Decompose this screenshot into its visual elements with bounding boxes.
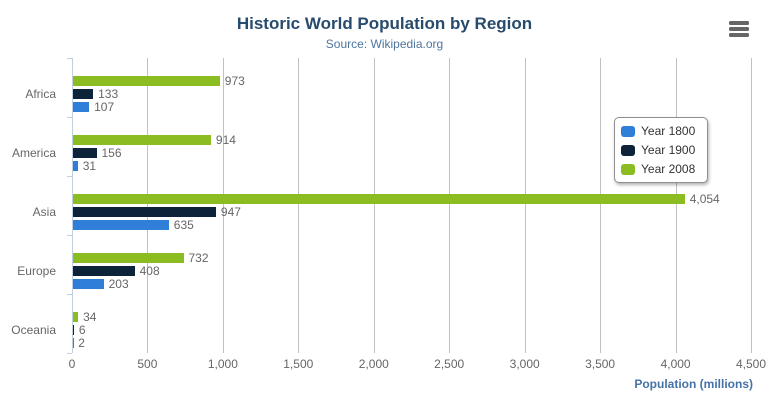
grid-line — [147, 58, 149, 353]
bar-year-1800-africa[interactable] — [73, 102, 90, 112]
bar-year-1800-asia[interactable] — [73, 220, 169, 230]
export-menu-button[interactable] — [729, 21, 749, 37]
grid-line — [298, 58, 300, 353]
bar-value-label: 156 — [101, 146, 122, 160]
x-tick-label: 0 — [68, 357, 76, 371]
grid-line — [222, 58, 224, 353]
bar-value-label: 973 — [224, 74, 245, 88]
category-axis: Africa America Asia Europe Oceania — [0, 58, 64, 353]
value-axis: 0 500 1,000 1,500 2,000 2,500 3,000 3,500 4,000 4… — [68, 357, 766, 373]
bar-value-label: 4,054 — [689, 192, 720, 206]
bar-value-label: 203 — [108, 277, 129, 291]
hamburger-icon — [729, 21, 749, 25]
bar-value-label: 635 — [173, 218, 194, 232]
category-label-america: America — [11, 146, 56, 160]
x-tick-label: 1,500 — [283, 357, 314, 371]
category-label-asia: Asia — [32, 205, 56, 219]
bar-year-1900-america[interactable] — [73, 148, 97, 158]
bar-value-label: 914 — [215, 133, 236, 147]
category-tick — [67, 176, 72, 177]
grid-line — [373, 58, 375, 353]
legend-swatch-icon — [621, 163, 635, 175]
bar-value-label: 408 — [139, 264, 160, 278]
category-label-oceania: Oceania — [11, 323, 56, 337]
bar-year-2008-europe[interactable] — [73, 253, 184, 263]
bar-year-2008-africa[interactable] — [73, 76, 220, 86]
category-label-africa: Africa — [25, 87, 56, 101]
category-axis-line — [72, 58, 73, 353]
category-tick — [67, 58, 72, 59]
grid-line — [600, 58, 602, 353]
grid-line — [524, 58, 526, 353]
bar-year-1900-africa[interactable] — [73, 89, 94, 99]
chart-subtitle: Source: Wikipedia.org — [325, 37, 444, 51]
grid-line — [449, 58, 451, 353]
bar-year-1900-oceania[interactable] — [73, 325, 74, 335]
x-tick-label: 4,500 — [735, 357, 767, 371]
grid-line — [675, 58, 677, 353]
bar-value-label: 133 — [98, 87, 119, 101]
legend-item-year-1800[interactable]: Year 1800 — [621, 124, 695, 138]
x-tick-label: 2,500 — [434, 357, 465, 371]
category-tick — [67, 294, 72, 295]
legend-label: Year 2008 — [641, 162, 696, 176]
x-tick-label: 500 — [137, 357, 158, 371]
bar-year-1800-america[interactable] — [73, 161, 78, 171]
bar-value-label: 107 — [94, 100, 115, 114]
x-tick-label: 1,000 — [207, 357, 238, 371]
legend-item-year-2008[interactable]: Year 2008 — [621, 162, 695, 176]
hamburger-icon — [729, 33, 749, 37]
legend-label: Year 1800 — [641, 124, 696, 138]
bar-value-label: 31 — [82, 159, 97, 173]
bar-year-2008-america[interactable] — [73, 135, 211, 145]
x-axis-title: Population (millions) — [634, 377, 753, 391]
hamburger-icon — [729, 27, 749, 31]
legend-swatch-icon — [621, 125, 635, 137]
bar-value-label: 732 — [188, 251, 209, 265]
legend-swatch-icon — [621, 144, 635, 156]
chart-title: Historic World Population by Region — [236, 14, 533, 33]
bar-value-label: 34 — [83, 310, 97, 324]
bar-year-2008-asia[interactable] — [73, 194, 685, 204]
category-tick — [67, 353, 72, 354]
bar-year-1800-europe[interactable] — [73, 279, 104, 289]
category-tick — [67, 235, 72, 236]
legend: Year 1800 Year 1900 Year 2008 — [614, 117, 709, 183]
x-tick-label: 4,000 — [660, 357, 691, 371]
legend-label: Year 1900 — [641, 143, 696, 157]
category-tick — [67, 117, 72, 118]
legend-item-year-1900[interactable]: Year 1900 — [621, 143, 695, 157]
grid-line — [751, 58, 752, 353]
x-tick-label: 3,500 — [585, 357, 616, 371]
bar-year-1900-asia[interactable] — [73, 207, 216, 217]
bar-year-1900-europe[interactable] — [73, 266, 135, 276]
bar-value-label: 6 — [78, 323, 86, 337]
plot-area: 973 133 107 914 156 31 4,054 947 635 732 408 203 34 6… — [67, 58, 752, 354]
category-label-europe: Europe — [17, 264, 56, 278]
x-tick-label: 3,000 — [509, 357, 540, 371]
bar-value-label: 947 — [220, 205, 241, 219]
bar-year-2008-oceania[interactable] — [73, 312, 79, 322]
x-tick-label: 2,000 — [358, 357, 389, 371]
bar-value-label: 2 — [78, 336, 85, 350]
